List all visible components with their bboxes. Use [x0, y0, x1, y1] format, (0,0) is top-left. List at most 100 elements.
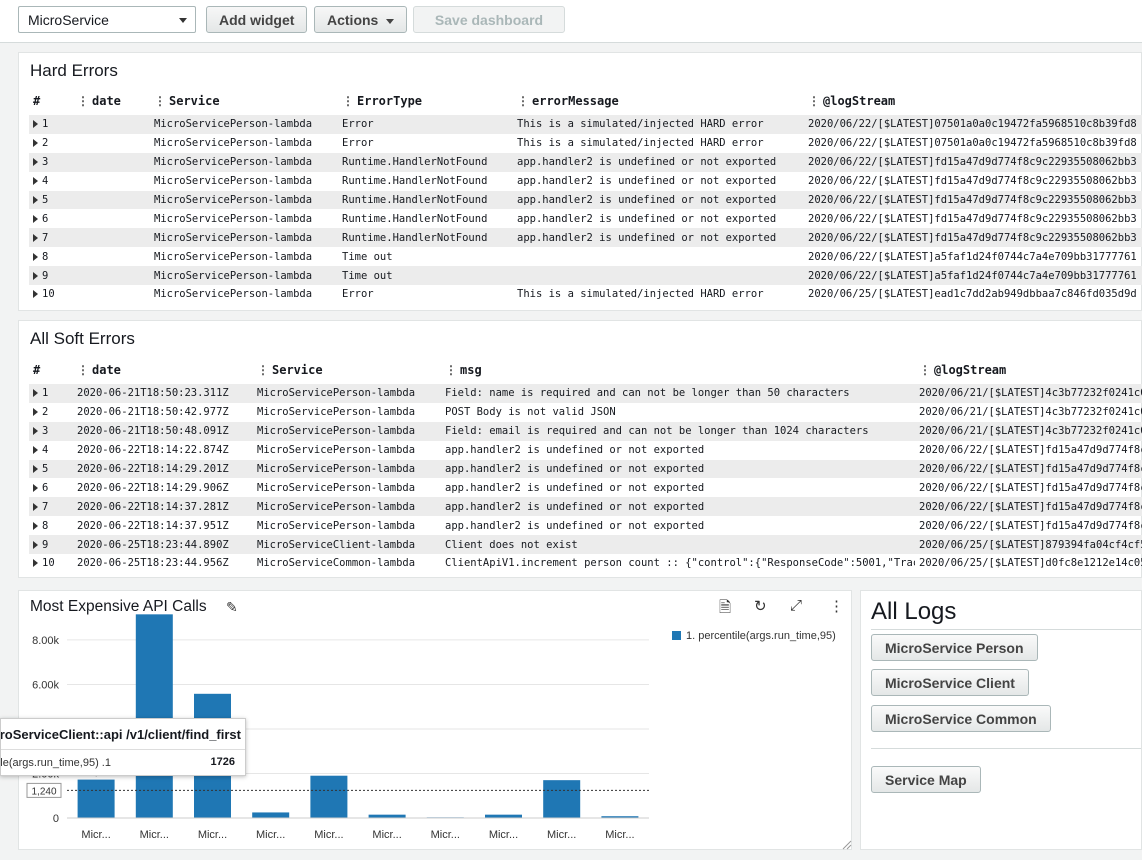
row-index: 1 — [29, 384, 73, 403]
table-cell: app.handler2 is undefined or not exporte… — [513, 152, 804, 172]
expand-row-icon[interactable] — [33, 233, 38, 242]
expand-row-icon[interactable] — [33, 559, 38, 568]
expand-row-icon[interactable] — [33, 158, 38, 167]
hard-errors-header-errormessage[interactable]: ⋮ errorMessage — [513, 87, 804, 115]
expand-row-icon[interactable] — [33, 427, 38, 436]
column-grip-icon[interactable]: ⋮ — [808, 94, 820, 108]
soft-errors-row[interactable]: 6 2020-06-22T18:14:29.906Z MicroServicePer… — [29, 478, 1142, 497]
column-grip-icon[interactable]: ⋮ — [77, 363, 89, 377]
hard-errors-row[interactable]: 1 MicroServicePerson-lambda Error This is a… — [29, 115, 1142, 134]
hard-errors-row[interactable]: 10 MicroServicePerson-lambda Error This is … — [29, 285, 1142, 304]
expand-row-icon[interactable] — [33, 177, 38, 186]
microservice-person-button[interactable]: MicroService Person — [871, 634, 1038, 661]
soft-errors-row[interactable]: 1 2020-06-21T18:50:23.311Z MicroServicePer… — [29, 384, 1142, 403]
soft-errors-row[interactable]: 4 2020-06-22T18:14:22.874Z MicroServicePer… — [29, 441, 1142, 460]
expand-row-icon[interactable] — [33, 214, 38, 223]
table-cell: 2020/06/22/[$LATEST]07501a0a0c19472fa596… — [808, 137, 1137, 150]
bar[interactable] — [601, 816, 639, 818]
soft-errors-header-logstream[interactable]: ⋮ @logStream — [915, 356, 1142, 384]
column-label: date — [92, 363, 121, 377]
column-grip-icon[interactable]: ⋮ — [919, 363, 931, 377]
expand-row-icon[interactable] — [33, 408, 38, 417]
hard-errors-header-date[interactable]: ⋮ date — [73, 87, 150, 115]
column-grip-icon[interactable]: ⋮ — [517, 94, 529, 108]
hard-errors-row[interactable]: 4 MicroServicePerson-lambda Runtime.Handle… — [29, 172, 1142, 191]
soft-errors-row[interactable]: 5 2020-06-22T18:14:29.201Z MicroServicePer… — [29, 459, 1142, 479]
soft-errors-row[interactable]: 3 2020-06-21T18:50:48.091Z MicroServicePer… — [29, 421, 1142, 441]
microservice-common-button[interactable]: MicroService Common — [871, 705, 1051, 732]
document-icon[interactable]: 🗎 — [719, 599, 732, 616]
refresh-icon[interactable]: ↻ — [754, 598, 767, 615]
expand-row-icon[interactable] — [33, 521, 38, 530]
expand-row-icon[interactable] — [33, 389, 38, 398]
expand-row-icon[interactable] — [33, 540, 38, 549]
soft-errors-row[interactable]: 8 2020-06-22T18:14:37.951Z MicroServicePer… — [29, 516, 1142, 535]
row-index: 3 — [29, 152, 73, 172]
hard-errors-title: Hard Errors — [30, 61, 118, 80]
more-vertical-icon[interactable]: ⋮ — [829, 598, 844, 615]
expand-row-icon[interactable] — [33, 271, 38, 280]
expand-icon[interactable]: ⤢ — [790, 597, 803, 614]
table-cell: MicroServicePerson-lambda — [257, 444, 416, 457]
table-cell — [513, 247, 804, 266]
row-number: 4 — [42, 175, 49, 188]
hard-errors-header-errortype[interactable]: ⋮ ErrorType — [338, 87, 513, 115]
hard-errors-header-service[interactable]: ⋮ Service — [150, 87, 338, 115]
table-cell: app.handler2 is undefined or not exporte… — [445, 444, 705, 457]
row-index: 8 — [29, 247, 73, 266]
hard-errors-row[interactable]: 8 MicroServicePerson-lambda Time out 2020/0… — [29, 247, 1142, 266]
expand-row-icon[interactable] — [33, 483, 38, 492]
bar[interactable] — [77, 779, 115, 818]
row-index: 3 — [29, 421, 73, 441]
microservice-client-button[interactable]: MicroService Client — [871, 669, 1029, 696]
table-cell: app.handler2 is undefined or not exporte… — [517, 212, 777, 225]
hard-errors-row[interactable]: 7 MicroServicePerson-lambda Runtime.Handle… — [29, 228, 1142, 248]
column-grip-icon[interactable]: ⋮ — [154, 94, 166, 108]
bar[interactable] — [368, 814, 406, 818]
soft-errors-row[interactable]: 2 2020-06-21T18:50:42.977Z MicroServicePer… — [29, 403, 1142, 422]
column-grip-icon[interactable]: ⋮ — [445, 363, 457, 377]
expand-row-icon[interactable] — [33, 252, 38, 261]
bar[interactable] — [135, 614, 173, 818]
hard-errors-row[interactable]: 3 MicroServicePerson-lambda Runtime.Handle… — [29, 152, 1142, 172]
column-grip-icon[interactable]: ⋮ — [77, 94, 89, 108]
soft-errors-header-date[interactable]: ⋮ date — [73, 356, 253, 384]
pencil-icon[interactable]: ✎ — [226, 599, 238, 615]
bar[interactable] — [310, 775, 348, 818]
hard-errors-row[interactable]: 6 MicroServicePerson-lambda Runtime.Handle… — [29, 209, 1142, 228]
hard-errors-header-logstream[interactable]: ⋮ @logStream — [804, 87, 1142, 115]
actions-button[interactable]: Actions — [314, 6, 408, 33]
table-cell: 2020/06/25/[$LATEST]879394fa04cf4cf5 — [915, 535, 1142, 555]
bar[interactable] — [252, 812, 290, 818]
hard-errors-header-index: # — [29, 87, 73, 115]
soft-errors-row[interactable]: 7 2020-06-22T18:14:37.281Z MicroServicePer… — [29, 497, 1142, 517]
expand-row-icon[interactable] — [33, 446, 38, 455]
expand-row-icon[interactable] — [33, 502, 38, 511]
bar[interactable] — [543, 780, 581, 818]
hard-errors-row[interactable]: 5 MicroServicePerson-lambda Runtime.Handle… — [29, 190, 1142, 210]
soft-errors-header-service[interactable]: ⋮ Service — [253, 356, 441, 384]
table-cell: This is a simulated/injected HARD error — [513, 115, 804, 134]
dashboard-select[interactable]: MicroService — [18, 6, 196, 33]
hard-errors-row[interactable]: 9 MicroServicePerson-lambda Time out 2020/0… — [29, 266, 1142, 286]
x-tick-label: Micr... — [81, 829, 110, 841]
soft-errors-row[interactable]: 10 2020-06-25T18:23:44.956Z MicroServiceCo… — [29, 554, 1142, 573]
expand-row-icon[interactable] — [33, 290, 38, 299]
table-cell: MicroServicePerson-lambda — [150, 115, 338, 134]
column-label: # — [33, 94, 41, 108]
bar[interactable] — [485, 814, 522, 818]
chart-legend[interactable]: 1. percentile(args.run_time,95) — [672, 630, 836, 642]
expand-row-icon[interactable] — [33, 196, 38, 204]
column-grip-icon[interactable]: ⋮ — [342, 94, 354, 108]
hard-errors-row[interactable]: 2 MicroServicePerson-lambda Error This is a… — [29, 134, 1142, 153]
soft-errors-row[interactable]: 9 2020-06-25T18:23:44.890Z MicroServiceCli… — [29, 535, 1142, 555]
expand-row-icon[interactable] — [33, 120, 38, 129]
add-widget-button[interactable]: Add widget — [206, 6, 308, 33]
expand-row-icon[interactable] — [33, 465, 38, 473]
expand-row-icon[interactable] — [33, 139, 38, 148]
row-index: 8 — [29, 516, 73, 535]
service-map-button[interactable]: Service Map — [871, 766, 981, 793]
table-cell: POST Body is not valid JSON — [445, 406, 616, 419]
column-grip-icon[interactable]: ⋮ — [257, 363, 269, 377]
soft-errors-header-msg[interactable]: ⋮ msg — [441, 356, 915, 384]
